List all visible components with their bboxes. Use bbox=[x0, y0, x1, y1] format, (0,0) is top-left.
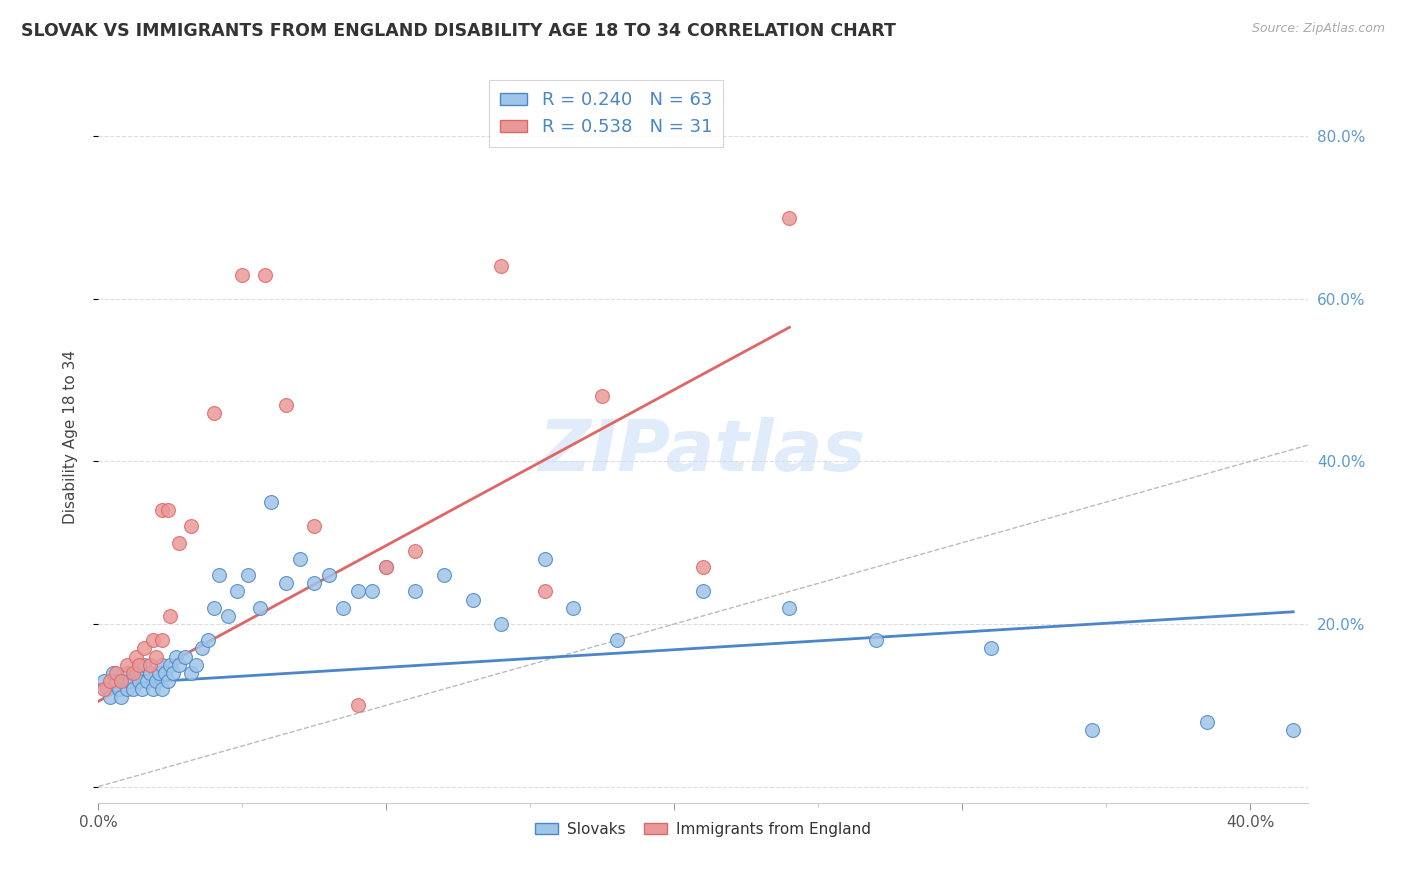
Point bbox=[115, 657, 138, 672]
Point bbox=[107, 681, 129, 696]
Text: ZIPatlas: ZIPatlas bbox=[540, 417, 866, 486]
Point bbox=[150, 633, 173, 648]
Point bbox=[131, 681, 153, 696]
Point bbox=[142, 633, 165, 648]
Point bbox=[134, 641, 156, 656]
Point bbox=[304, 576, 326, 591]
Point bbox=[96, 681, 118, 696]
Point bbox=[128, 673, 150, 688]
Point bbox=[778, 211, 800, 225]
Point bbox=[980, 641, 1002, 656]
Point bbox=[93, 681, 115, 696]
Point bbox=[150, 657, 173, 672]
Point bbox=[98, 673, 121, 688]
Point bbox=[249, 600, 271, 615]
Point bbox=[332, 600, 354, 615]
Point bbox=[288, 552, 311, 566]
Point bbox=[254, 268, 277, 282]
Point bbox=[375, 560, 398, 574]
Point bbox=[156, 503, 179, 517]
Point bbox=[692, 560, 714, 574]
Text: Source: ZipAtlas.com: Source: ZipAtlas.com bbox=[1251, 22, 1385, 36]
Point bbox=[236, 568, 259, 582]
Point bbox=[145, 649, 167, 664]
Point bbox=[274, 576, 297, 591]
Point bbox=[491, 260, 513, 274]
Point bbox=[156, 673, 179, 688]
Point bbox=[606, 633, 628, 648]
Point bbox=[404, 584, 426, 599]
Point bbox=[104, 673, 127, 688]
Point bbox=[134, 657, 156, 672]
Point bbox=[260, 495, 283, 509]
Point bbox=[162, 665, 184, 680]
Legend: Slovaks, Immigrants from England: Slovaks, Immigrants from England bbox=[529, 815, 877, 843]
Point bbox=[112, 673, 135, 688]
Point bbox=[110, 690, 132, 705]
Point bbox=[159, 657, 181, 672]
Point bbox=[375, 560, 398, 574]
Point bbox=[225, 584, 247, 599]
Point bbox=[461, 592, 484, 607]
Point bbox=[136, 673, 159, 688]
Point bbox=[128, 657, 150, 672]
Point bbox=[150, 503, 173, 517]
Point bbox=[433, 568, 456, 582]
Point bbox=[148, 665, 170, 680]
Point bbox=[159, 608, 181, 623]
Point bbox=[346, 584, 368, 599]
Point bbox=[304, 519, 326, 533]
Point bbox=[274, 398, 297, 412]
Point bbox=[865, 633, 887, 648]
Point bbox=[104, 665, 127, 680]
Point bbox=[93, 673, 115, 688]
Point bbox=[98, 690, 121, 705]
Point bbox=[197, 633, 219, 648]
Point bbox=[173, 649, 195, 664]
Point bbox=[404, 544, 426, 558]
Point bbox=[125, 649, 148, 664]
Point bbox=[167, 535, 190, 549]
Point bbox=[145, 673, 167, 688]
Point bbox=[186, 657, 208, 672]
Point bbox=[153, 665, 176, 680]
Y-axis label: Disability Age 18 to 34: Disability Age 18 to 34 bbox=[63, 350, 77, 524]
Point bbox=[217, 608, 239, 623]
Point bbox=[142, 681, 165, 696]
Point bbox=[202, 406, 225, 420]
Point bbox=[202, 600, 225, 615]
Point bbox=[318, 568, 340, 582]
Point bbox=[231, 268, 253, 282]
Point bbox=[125, 665, 148, 680]
Point bbox=[139, 657, 162, 672]
Point bbox=[778, 600, 800, 615]
Point bbox=[1195, 714, 1218, 729]
Point bbox=[167, 657, 190, 672]
Point bbox=[692, 584, 714, 599]
Point bbox=[491, 617, 513, 632]
Point bbox=[533, 552, 555, 566]
Point bbox=[115, 665, 138, 680]
Point bbox=[120, 673, 142, 688]
Point bbox=[180, 665, 202, 680]
Point bbox=[180, 519, 202, 533]
Point bbox=[562, 600, 585, 615]
Point bbox=[591, 389, 613, 403]
Point bbox=[122, 665, 145, 680]
Point bbox=[139, 665, 162, 680]
Point bbox=[122, 681, 145, 696]
Point bbox=[1282, 723, 1305, 737]
Point bbox=[208, 568, 231, 582]
Point bbox=[1080, 723, 1102, 737]
Point bbox=[361, 584, 384, 599]
Point bbox=[346, 698, 368, 713]
Point bbox=[165, 649, 187, 664]
Point bbox=[101, 665, 124, 680]
Point bbox=[115, 681, 138, 696]
Point bbox=[191, 641, 214, 656]
Point bbox=[533, 584, 555, 599]
Point bbox=[150, 681, 173, 696]
Point bbox=[110, 673, 132, 688]
Text: SLOVAK VS IMMIGRANTS FROM ENGLAND DISABILITY AGE 18 TO 34 CORRELATION CHART: SLOVAK VS IMMIGRANTS FROM ENGLAND DISABI… bbox=[21, 22, 896, 40]
